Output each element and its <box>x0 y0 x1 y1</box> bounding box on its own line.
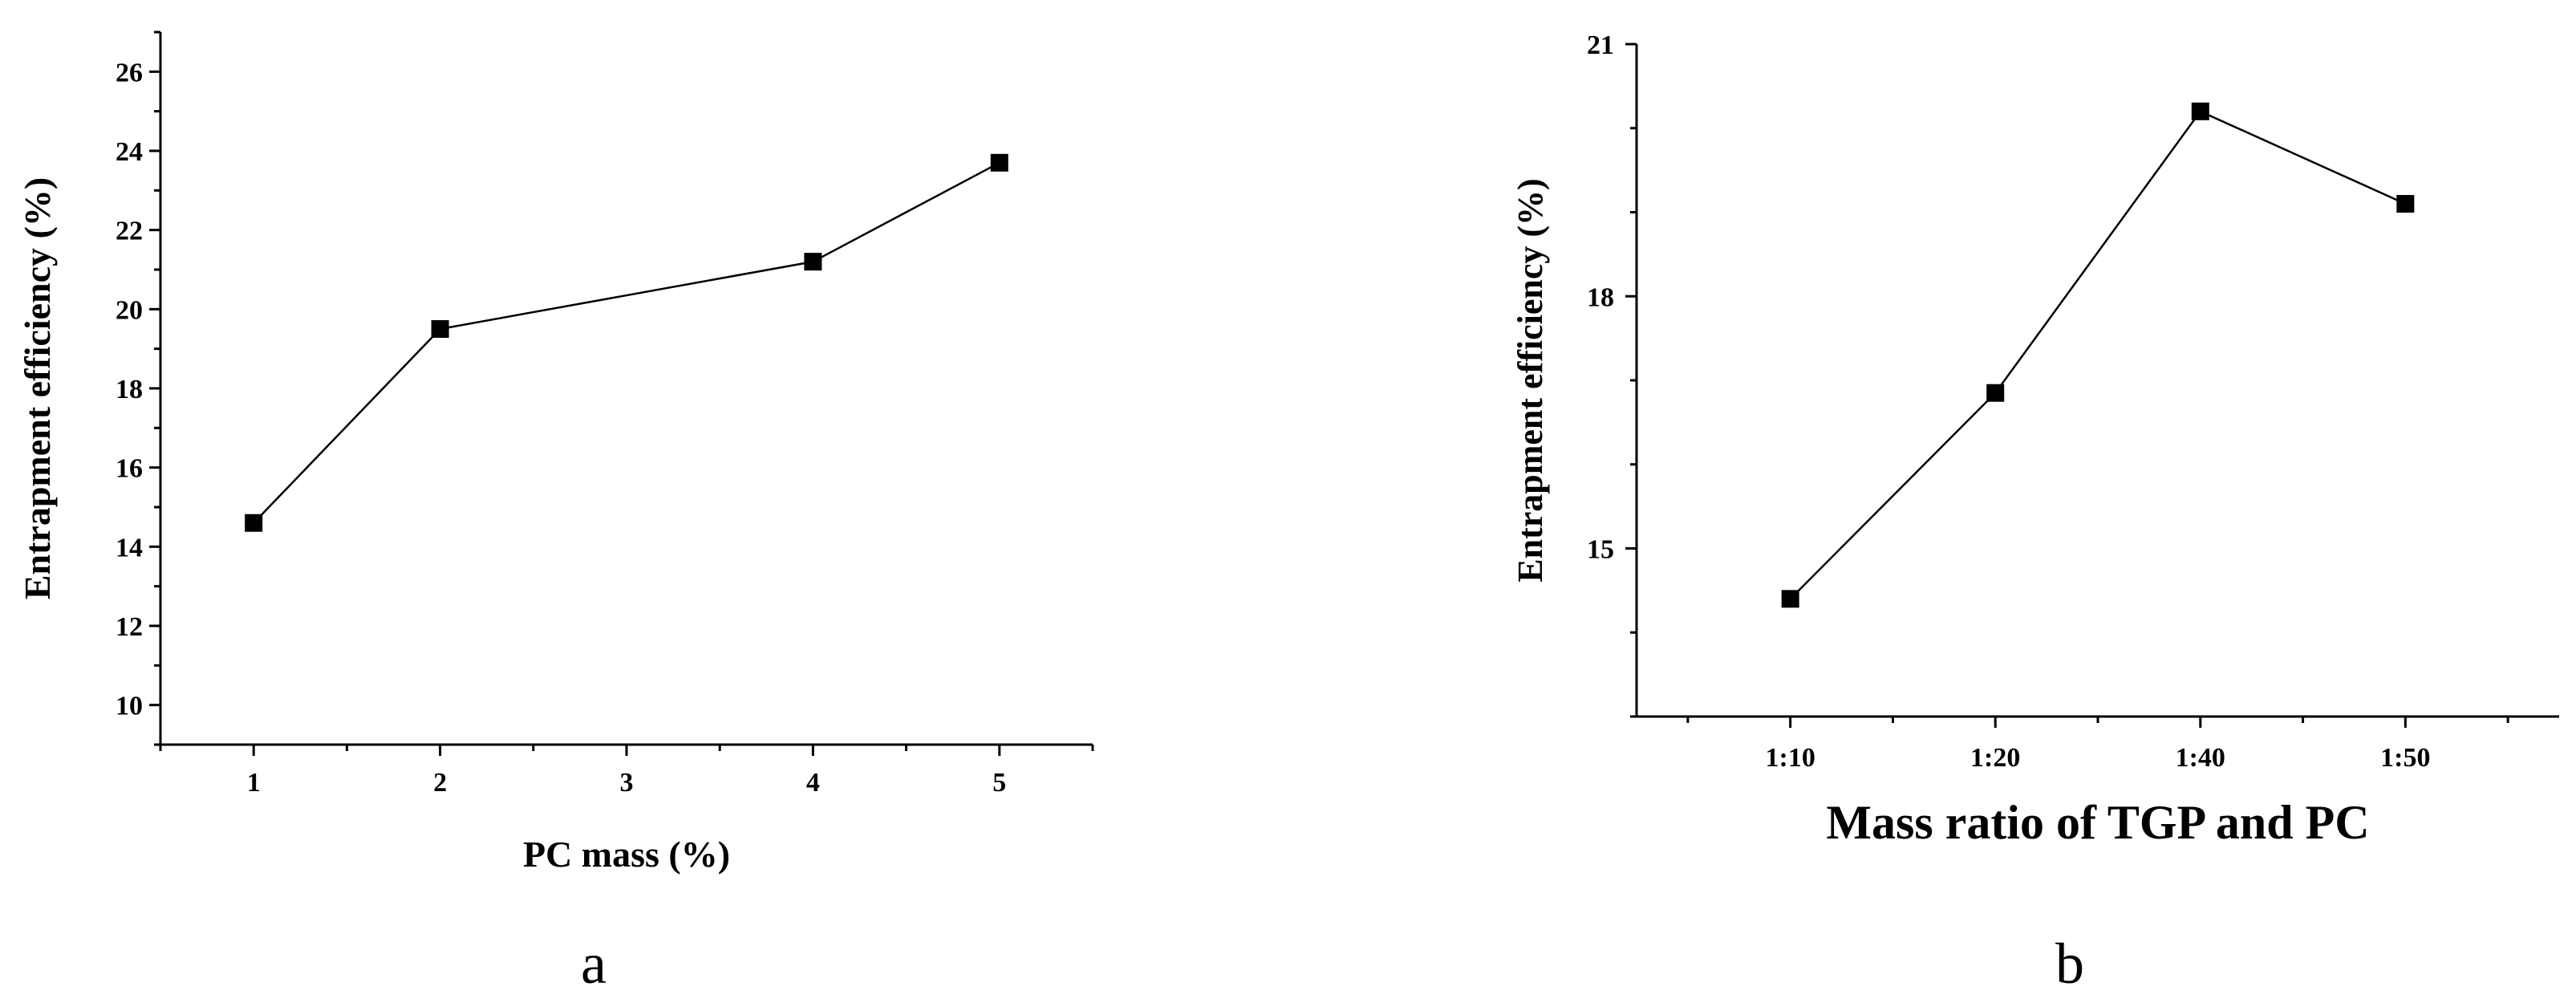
panel-b-data-point <box>1781 590 1799 608</box>
panel-b-x-tick-label: 1:10 <box>1766 743 1815 773</box>
panel-a-x-tick-label: 1 <box>247 768 261 798</box>
panel-a-y-tick-label: 24 <box>116 137 143 167</box>
panel-a-x-tick-label: 5 <box>992 768 1006 798</box>
panel-a-label: a <box>581 932 606 996</box>
panel-a-x-tick-label: 3 <box>620 768 634 798</box>
panel-b-y-tick-label: 18 <box>1587 282 1614 312</box>
panel-a-data-point <box>431 320 449 338</box>
panel-b-x-tick-label: 1:50 <box>2380 743 2430 773</box>
panel-b-y-axis-label: Entrapment efficiency (%) <box>1511 178 1550 582</box>
panel-a-x-tick-label: 2 <box>433 768 447 798</box>
panel-a-y-tick-label: 26 <box>116 58 143 87</box>
panel-b-data-point <box>2396 195 2415 213</box>
panel-b-series-line <box>1789 110 2406 600</box>
panel-a-y-tick-label: 16 <box>116 454 143 484</box>
panel-a-y-tick-label: 20 <box>116 295 143 325</box>
panel-b-data-point <box>2191 102 2209 120</box>
panel-b-y-tick-label: 21 <box>1587 30 1614 60</box>
panel-b-y-tick-label: 15 <box>1587 535 1614 565</box>
panel-a-data-point <box>245 514 263 532</box>
panel-a-data-point <box>990 153 1008 172</box>
panel-a-y-tick-label: 18 <box>116 375 143 404</box>
panel-a-y-tick-label: 14 <box>116 533 143 562</box>
panel-b-x-tick-label: 1:20 <box>1970 743 2020 773</box>
chart-panel-b: b 15 18 21 1:10 1:20 1:40 1:50 Mass ratio of TG… <box>1511 30 2559 996</box>
panel-a-y-axis-label: Entrapment efficiency (%) <box>17 177 58 599</box>
panel-b-x-tick-label: 1:40 <box>2176 743 2225 773</box>
panel-b-x-axis-label: Mass ratio of TGP and PC <box>1826 796 2369 849</box>
panel-b-label: b <box>2055 932 2084 996</box>
panel-a-y-tick-label: 12 <box>116 612 143 642</box>
panel-a-y-tick-label: 22 <box>116 217 143 246</box>
panel-b-data-point <box>1986 384 2005 402</box>
panel-a-x-tick-label: 4 <box>806 768 820 798</box>
panel-a-x-axis-label: PC mass (%) <box>523 834 730 875</box>
panel-a-y-tick-label: 10 <box>116 692 143 721</box>
panel-a-data-point <box>804 253 822 271</box>
panel-a-series-line <box>253 161 1000 524</box>
